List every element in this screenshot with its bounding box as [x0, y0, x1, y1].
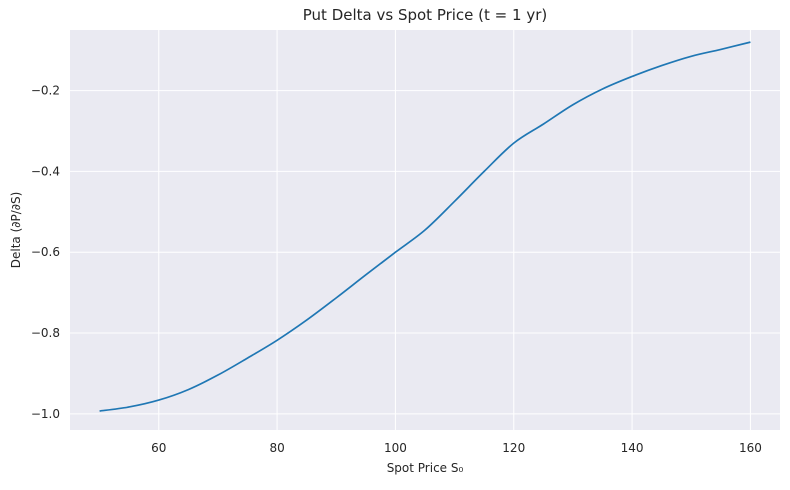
x-tick-label: 140	[621, 441, 644, 455]
series-line	[99, 41, 751, 412]
y-tick-label: −0.4	[31, 164, 60, 178]
y-tick-labels: −1.0 −0.8 −0.6 −0.4 −0.2	[31, 84, 60, 421]
x-tick-label: 80	[269, 441, 284, 455]
chart-title: Put Delta vs Spot Price (t = 1 yr)	[303, 6, 547, 24]
y-tick-label: −0.8	[31, 326, 60, 340]
x-gridlines	[158, 30, 751, 430]
y-tick-label: −0.6	[31, 245, 60, 259]
y-axis-label: Delta (∂P/∂S)	[9, 192, 23, 269]
y-gridlines	[70, 90, 780, 415]
x-tick-labels: 60 80 100 120 140 160	[151, 441, 762, 455]
x-tick-label: 100	[384, 441, 407, 455]
y-tick-label: −1.0	[31, 407, 60, 421]
x-tick-label: 60	[151, 441, 166, 455]
x-tick-label: 120	[502, 441, 525, 455]
x-tick-label: 160	[739, 441, 762, 455]
x-axis-label: Spot Price S₀	[387, 461, 464, 475]
y-tick-label: −0.2	[31, 84, 60, 98]
series-layer	[99, 41, 751, 412]
